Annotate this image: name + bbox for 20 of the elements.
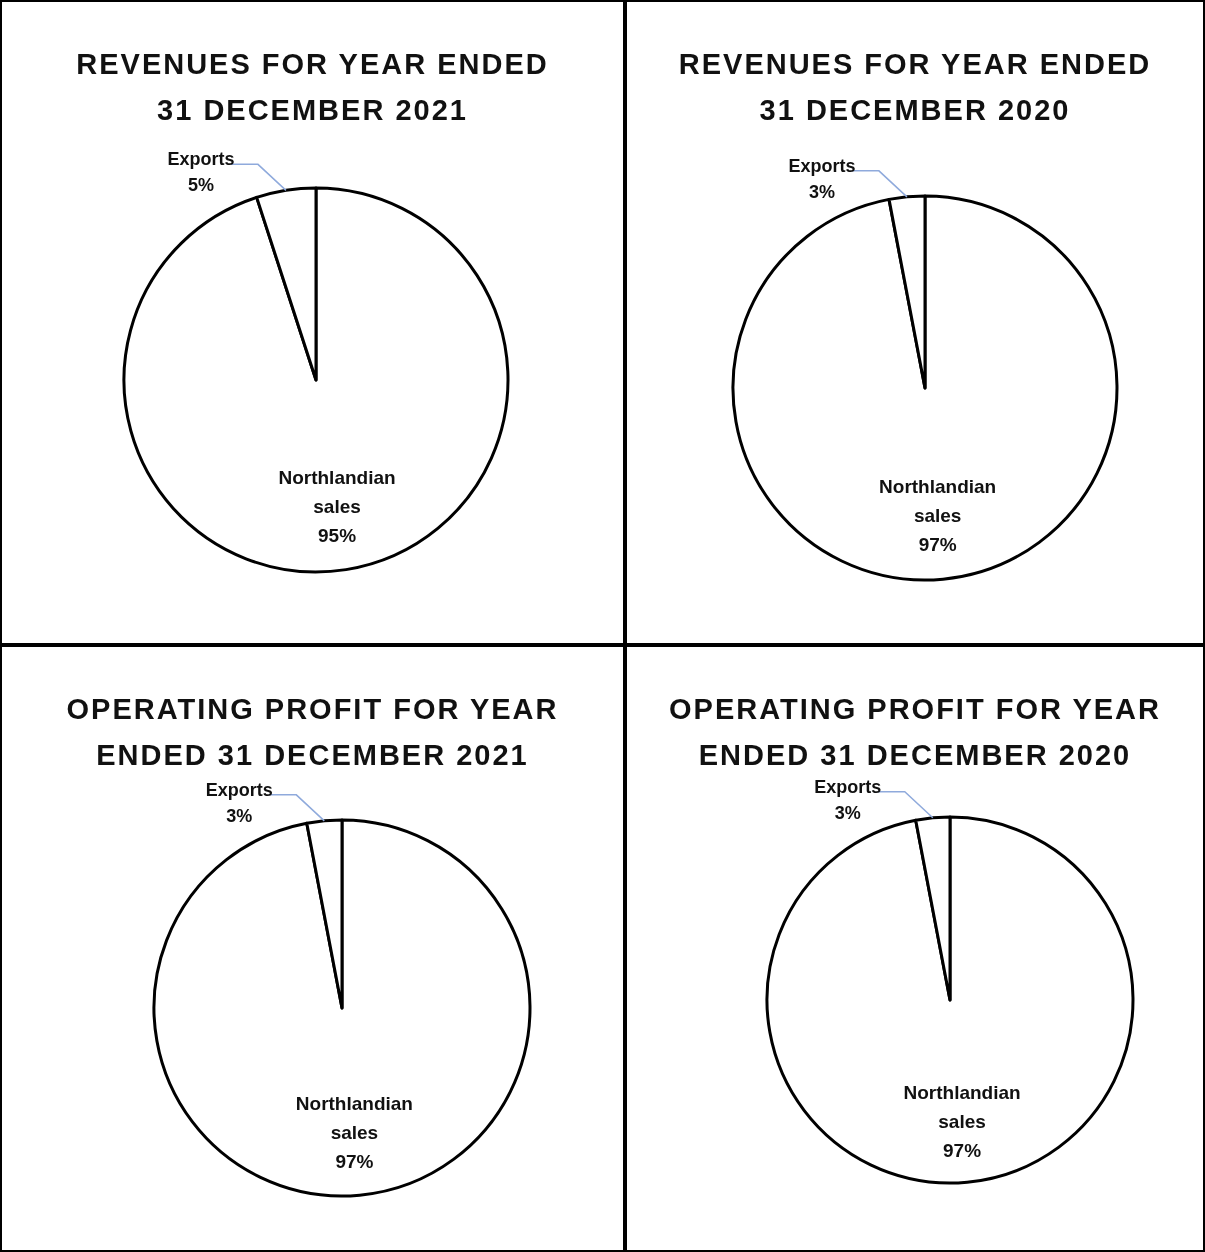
data-label: 95% bbox=[318, 524, 357, 546]
chart-title: OPERATING PROFIT FOR YEAR ENDED 31 DECEMBER 2021 bbox=[66, 693, 559, 771]
data-label: 97% bbox=[918, 533, 957, 555]
data-label: 3% bbox=[808, 181, 835, 202]
slice-label: Exports bbox=[814, 776, 882, 797]
data-label: 97% bbox=[335, 1151, 374, 1173]
slice-label: Northlandian sales bbox=[295, 1093, 413, 1144]
slice-label: Northlandian sales bbox=[903, 1081, 1021, 1132]
slice-label: Exports bbox=[788, 155, 856, 176]
slice-label: Exports bbox=[167, 149, 235, 170]
data-label: 97% bbox=[943, 1139, 982, 1161]
slice-label: Exports bbox=[205, 779, 273, 800]
slice-label: Northlandian sales bbox=[879, 475, 997, 526]
chart-title: REVENUES FOR YEAR ENDED 31 DECEMBER 2020 bbox=[678, 48, 1152, 126]
chart-title: REVENUES FOR YEAR ENDED 31 DECEMBER 2021 bbox=[76, 48, 549, 126]
data-label: 3% bbox=[834, 802, 861, 823]
data-label: 5% bbox=[187, 175, 214, 196]
slice-label: Northlandian sales bbox=[278, 466, 396, 517]
chart-title: OPERATING PROFIT FOR YEAR ENDED 31 DECEMBER 2020 bbox=[668, 693, 1162, 771]
data-label: 3% bbox=[226, 805, 253, 826]
